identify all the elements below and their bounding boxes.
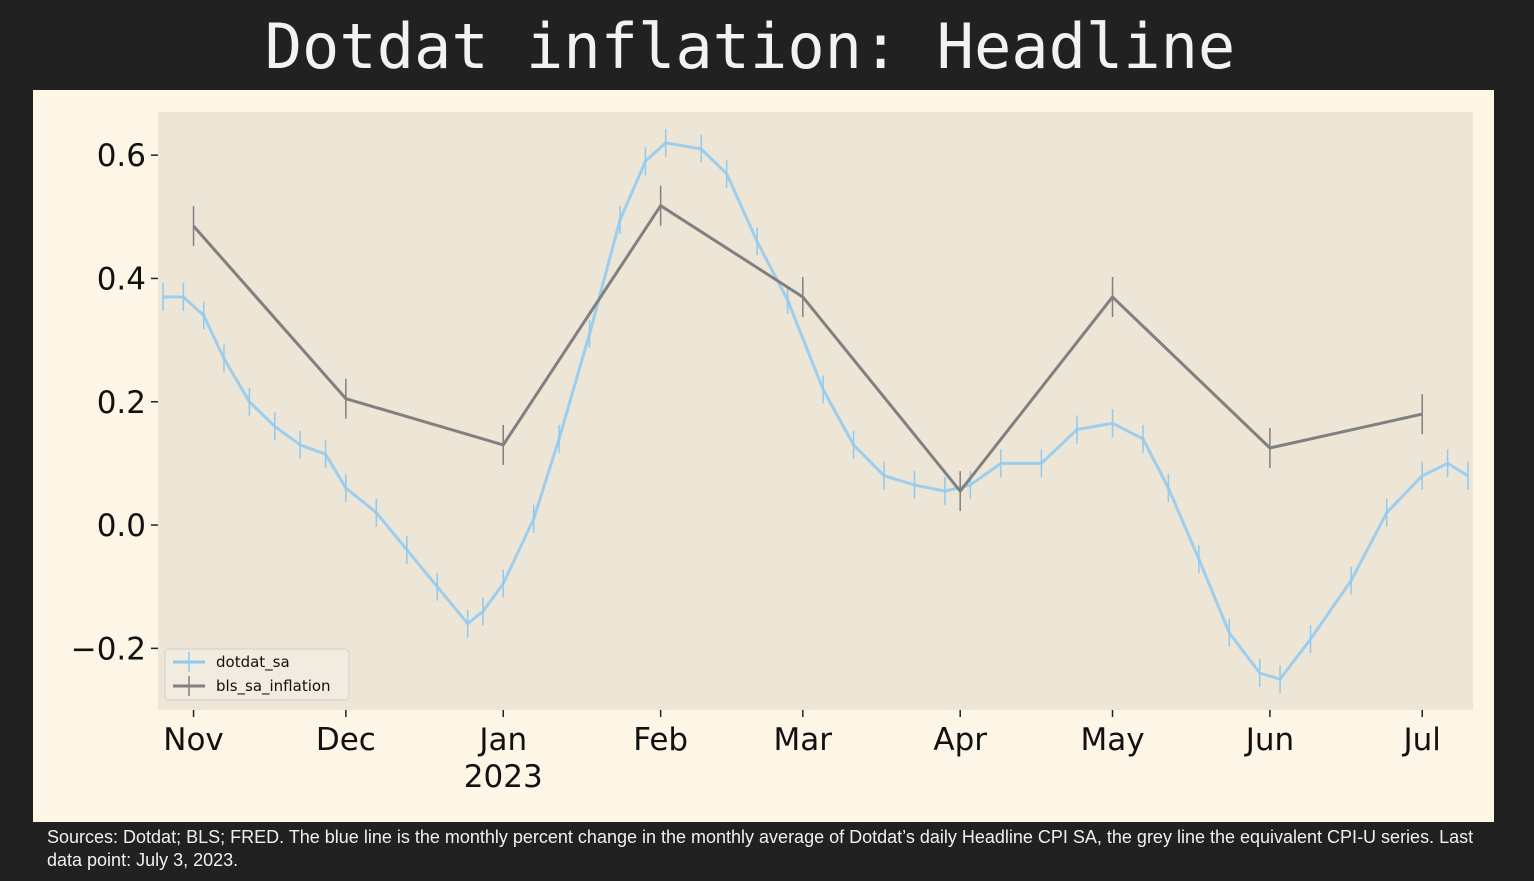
- x-tick-label: Jun: [1244, 722, 1294, 758]
- legend-label: dotdat_sa: [216, 653, 290, 672]
- x-tick-label: Dec: [316, 722, 376, 758]
- y-tick-label: 0.2: [97, 385, 146, 421]
- x-tick-label: Jan 2023: [464, 722, 543, 795]
- x-tick-label: May: [1080, 722, 1144, 758]
- x-tick-label: Feb: [633, 722, 688, 758]
- x-tick-label: Apr: [933, 722, 987, 758]
- legend-box: [164, 648, 350, 701]
- plot-area: [158, 112, 1473, 710]
- y-tick-label: 0.0: [97, 508, 146, 544]
- x-tick-label: Nov: [163, 722, 224, 758]
- chart: −0.2 0.0 0.2 0.4 0.6 Nov Dec Jan 2023 Feb Mar Apr Ma…: [71, 112, 1473, 795]
- chart-panel: −0.2 0.0 0.2 0.4 0.6 Nov Dec Jan 2023 Feb Mar Apr Ma…: [33, 90, 1494, 822]
- y-tick-label: 0.6: [97, 138, 146, 174]
- y-tick-label: 0.4: [97, 261, 146, 297]
- caption: Sources: Dotdat; BLS; FRED. The blue lin…: [47, 827, 1474, 870]
- page-title: Dotdat inflation: Headline: [264, 10, 1236, 83]
- y-tick-label: −0.2: [71, 631, 146, 667]
- legend-label: bls_sa_inflation: [216, 677, 331, 696]
- x-tick-label: Jul: [1402, 722, 1441, 758]
- x-tick-label: Mar: [774, 722, 833, 758]
